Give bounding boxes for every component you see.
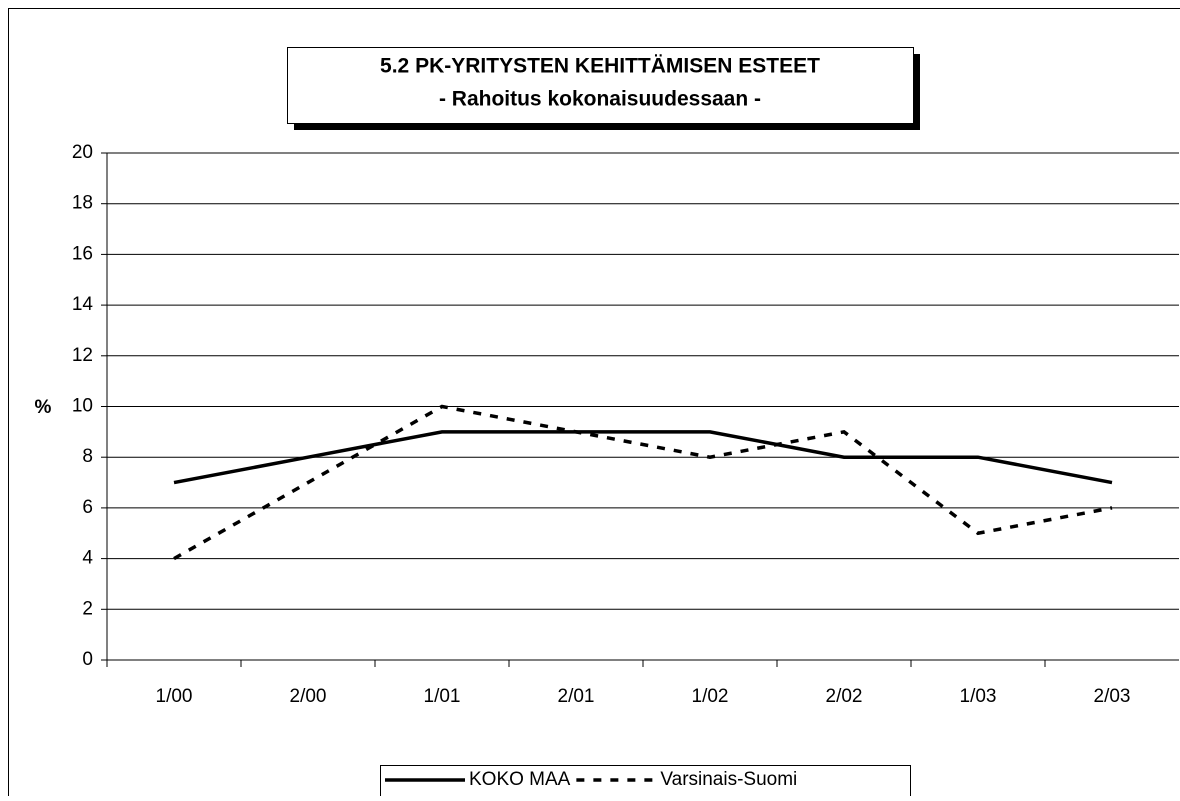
x-tick-label: 2/00 <box>290 686 327 707</box>
x-tick-label: 2/01 <box>558 686 595 707</box>
y-tick-label: 18 <box>72 193 93 214</box>
x-tick-label: 1/03 <box>960 686 997 707</box>
y-tick-label: 8 <box>82 446 93 467</box>
x-tick-label: 1/01 <box>424 686 461 707</box>
y-tick-label: 4 <box>82 548 93 569</box>
x-tick-label: 2/02 <box>826 686 863 707</box>
legend-label: KOKO MAA <box>469 769 571 790</box>
chart-title: 5.2 PK-YRITYSTEN KEHITTÄMISEN ESTEET <box>380 55 820 78</box>
y-tick-label: 0 <box>82 649 93 670</box>
y-tick-label: 14 <box>72 294 94 315</box>
y-tick-label: 2 <box>82 598 93 619</box>
y-tick-label: 20 <box>72 142 93 163</box>
x-tick-label: 1/02 <box>692 686 729 707</box>
legend-label: Varsinais-Suomi <box>660 769 797 790</box>
chart-subtitle: - Rahoitus kokonaisuudessaan - <box>439 88 761 111</box>
y-tick-label: 12 <box>72 345 93 366</box>
y-tick-label: 16 <box>72 243 93 264</box>
x-tick-label: 1/00 <box>156 686 193 707</box>
y-tick-label: 10 <box>72 396 93 417</box>
x-tick-label: 2/03 <box>1094 686 1131 707</box>
y-tick-label: 6 <box>82 497 93 518</box>
y-axis-label: % <box>35 397 52 418</box>
